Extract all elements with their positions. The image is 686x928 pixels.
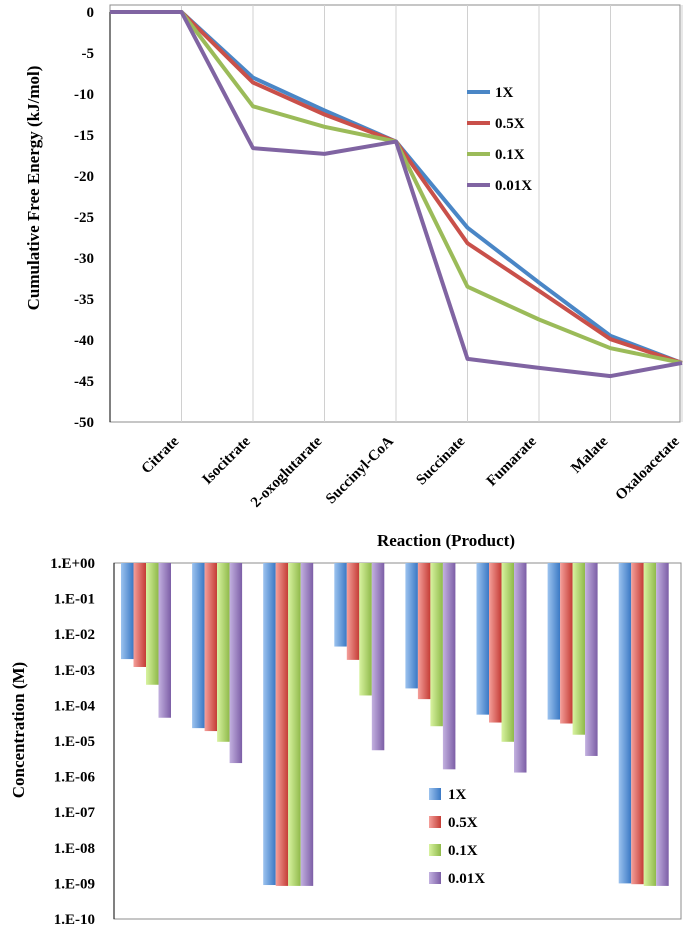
bar-1X (405, 563, 418, 689)
bar-0.01X (656, 563, 669, 886)
line-chart-y-tick-label: -25 (74, 210, 94, 226)
line-chart-frame (109, 4, 681, 423)
bar-1X (547, 563, 561, 720)
line-chart: 0 -5 -10 -15 -20 -25 -30 -35 -40 -45 -50 Citrate Is… (24, 4, 683, 550)
bar-0.1X (288, 563, 301, 886)
bar-0.5X (346, 563, 360, 660)
line-legend-label: 0.5X (495, 116, 525, 132)
bar-0.1X (430, 563, 443, 727)
line-chart-legend: 1X 0.5X 0.1X 0.01X (467, 85, 532, 194)
line-chart-y-tick-label: -40 (74, 333, 94, 349)
bar-chart-y-tick-label: 1.E-10 (54, 912, 95, 928)
line-chart-y-tick-label: -30 (74, 251, 94, 267)
bar-1X (263, 563, 276, 886)
line-chart-y-axis-title: Cumulative Free Energy (kJ/mol) (24, 66, 43, 311)
bar-chart-y-tick-label: 1.E-06 (54, 770, 96, 786)
line-legend-label: 0.1X (495, 147, 525, 163)
bar-chart-y-tick-label: 1.E-02 (54, 627, 95, 643)
bar-chart: 1.E+00 1.E-01 1.E-02 1.E-03 1.E-04 1.E-05 1.E-… (9, 556, 682, 928)
bar-0.1X (572, 563, 586, 735)
bar-chart-y-tick-label: 1.E-09 (54, 876, 95, 892)
bar-chart-legend: 1X 0.5X 0.1X 0.01X (429, 787, 485, 887)
line-chart-x-tick-label: Citrate (139, 433, 183, 477)
bar-0.01X (300, 563, 314, 886)
bar-legend-swatch (429, 788, 441, 800)
bar-legend-swatch (429, 872, 441, 884)
bar-0.01X (514, 563, 527, 773)
bar-0.1X (146, 563, 159, 685)
bar-0.5X (133, 563, 146, 667)
bar-0.01X (371, 563, 385, 751)
bar-legend-label: 0.01X (448, 871, 485, 887)
bar-0.5X (489, 563, 502, 723)
bar-1X (476, 563, 489, 715)
line-legend-label: 0.01X (495, 178, 532, 194)
bar-chart-y-tick-label: 1.E-04 (54, 698, 96, 714)
bar-1X (192, 563, 205, 729)
bar-0.1X (501, 563, 514, 742)
bar-chart-y-tick-label: 1.E-03 (54, 663, 95, 679)
bar-chart-y-tick-label: 1.E-05 (54, 734, 95, 750)
bar-0.1X (217, 563, 230, 742)
bar-0.01X (158, 563, 171, 718)
line-chart-x-axis-title: Reaction (Product) (377, 531, 515, 550)
line-chart-x-tick-label: Succinyl-CoA (323, 433, 397, 507)
line-chart-x-tick-label: 2-oxoglutarate (248, 433, 326, 511)
line-chart-y-tick-label: -15 (74, 128, 94, 144)
line-legend-label: 1X (495, 85, 514, 101)
bar-chart-y-tick-label: 1.E+00 (50, 556, 95, 572)
line-chart-series (110, 10, 683, 379)
line-chart-y-tick-label: -35 (74, 292, 94, 308)
line-chart-y-tick-label: 0 (87, 5, 95, 21)
bar-chart-y-tick-label: 1.E-01 (54, 592, 95, 608)
line-chart-x-tick-label: Isocitrate (200, 433, 255, 488)
line-chart-x-tick-label: Malate (568, 433, 611, 476)
bar-1X (121, 563, 134, 660)
line-chart-y-tick-label: -45 (74, 374, 94, 390)
bar-legend-swatch (429, 816, 441, 828)
line-chart-y-tick-label: -5 (82, 46, 95, 62)
bar-0.1X (643, 563, 657, 886)
bar-chart-y-tick-label: 1.E-08 (54, 841, 95, 857)
bar-0.01X (229, 563, 243, 764)
bar-1X (334, 563, 347, 647)
line-chart-y-tick-label: -20 (74, 169, 94, 185)
bar-0.5X (275, 563, 289, 886)
line-chart-x-tick-label: Succinate (413, 433, 468, 488)
bar-chart-y-ticks: 1.E+00 1.E-01 1.E-02 1.E-03 1.E-04 1.E-05 1.E-… (50, 556, 95, 928)
line-chart-x-tick-label: Oxaloacetate (613, 433, 683, 503)
bar-0.01X (585, 563, 598, 756)
line-chart-y-ticks: 0 -5 -10 -15 -20 -25 -30 -35 -40 -45 -50 (74, 5, 94, 431)
bar-legend-label: 0.5X (448, 815, 478, 831)
bar-0.01X (442, 563, 456, 770)
line-chart-y-tick-label: -50 (74, 415, 94, 431)
bar-0.5X (631, 563, 644, 885)
bar-0.5X (417, 563, 431, 700)
bar-legend-label: 0.1X (448, 843, 478, 859)
line-chart-x-tick-label: Fumarate (484, 433, 540, 489)
bar-chart-y-axis-title: Concentration (M) (9, 662, 28, 798)
bar-chart-bars (121, 563, 669, 886)
line-chart-x-ticks: Citrate Isocitrate2-oxoglutarateSuccinyl-… (139, 433, 683, 511)
bar-legend-swatch (429, 844, 441, 856)
bar-0.1X (359, 563, 372, 696)
bar-legend-label: 1X (448, 787, 467, 803)
bar-1X (618, 563, 632, 884)
bar-0.5X (560, 563, 573, 724)
bar-0.5X (204, 563, 218, 732)
line-series-0.01X (110, 10, 683, 379)
bar-chart-y-tick-label: 1.E-07 (54, 805, 96, 821)
line-chart-y-tick-label: -10 (74, 87, 94, 103)
line-chart-gridlines (181, 5, 683, 422)
